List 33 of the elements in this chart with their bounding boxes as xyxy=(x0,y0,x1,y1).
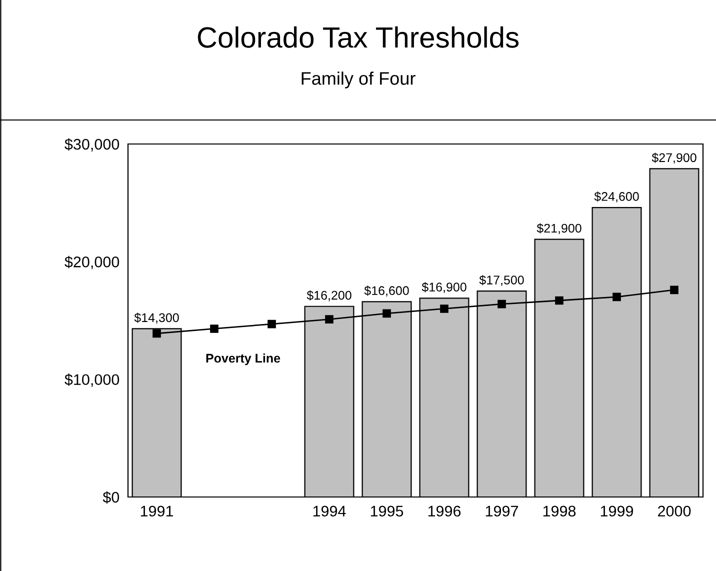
point xyxy=(268,320,276,328)
data-label: $27,900 xyxy=(652,152,696,164)
data-label: $16,900 xyxy=(422,282,466,293)
point xyxy=(670,286,678,294)
point xyxy=(440,304,448,313)
point xyxy=(325,315,334,324)
point xyxy=(382,309,391,318)
point xyxy=(210,324,218,333)
chart-subtitle: Family of Four xyxy=(302,72,416,88)
point xyxy=(555,296,564,305)
x-tick-label: 1996 xyxy=(428,506,461,517)
x-tick-label: 1994 xyxy=(313,506,346,517)
data-label: $14,300 xyxy=(134,312,179,324)
point xyxy=(498,300,506,308)
x-tick-label: 2000 xyxy=(658,506,691,517)
x-tick-label: 1999 xyxy=(600,506,634,517)
data-label: $16,600 xyxy=(364,286,409,297)
data-label: $21,900 xyxy=(536,223,582,234)
chart-title: Colorado Tax Thresholds xyxy=(198,26,519,48)
x-tick-label: 1991 xyxy=(140,506,173,517)
point xyxy=(152,329,161,338)
y-tick-label: $0 xyxy=(102,491,120,504)
point xyxy=(612,292,621,302)
data-label: $16,200 xyxy=(306,290,352,302)
y-tick-label: $10,000 xyxy=(64,374,120,387)
x-tick-label: 1995 xyxy=(370,506,404,517)
series-label: Poverty Line xyxy=(206,353,280,366)
data-label: $24,600 xyxy=(594,192,639,202)
x-tick-label: 1997 xyxy=(486,506,518,517)
data-label: $17,500 xyxy=(479,275,524,286)
y-tick-label: $30,000 xyxy=(64,138,120,152)
y-tick-label: $20,000 xyxy=(64,256,120,270)
x-tick-label: 1998 xyxy=(543,506,576,517)
